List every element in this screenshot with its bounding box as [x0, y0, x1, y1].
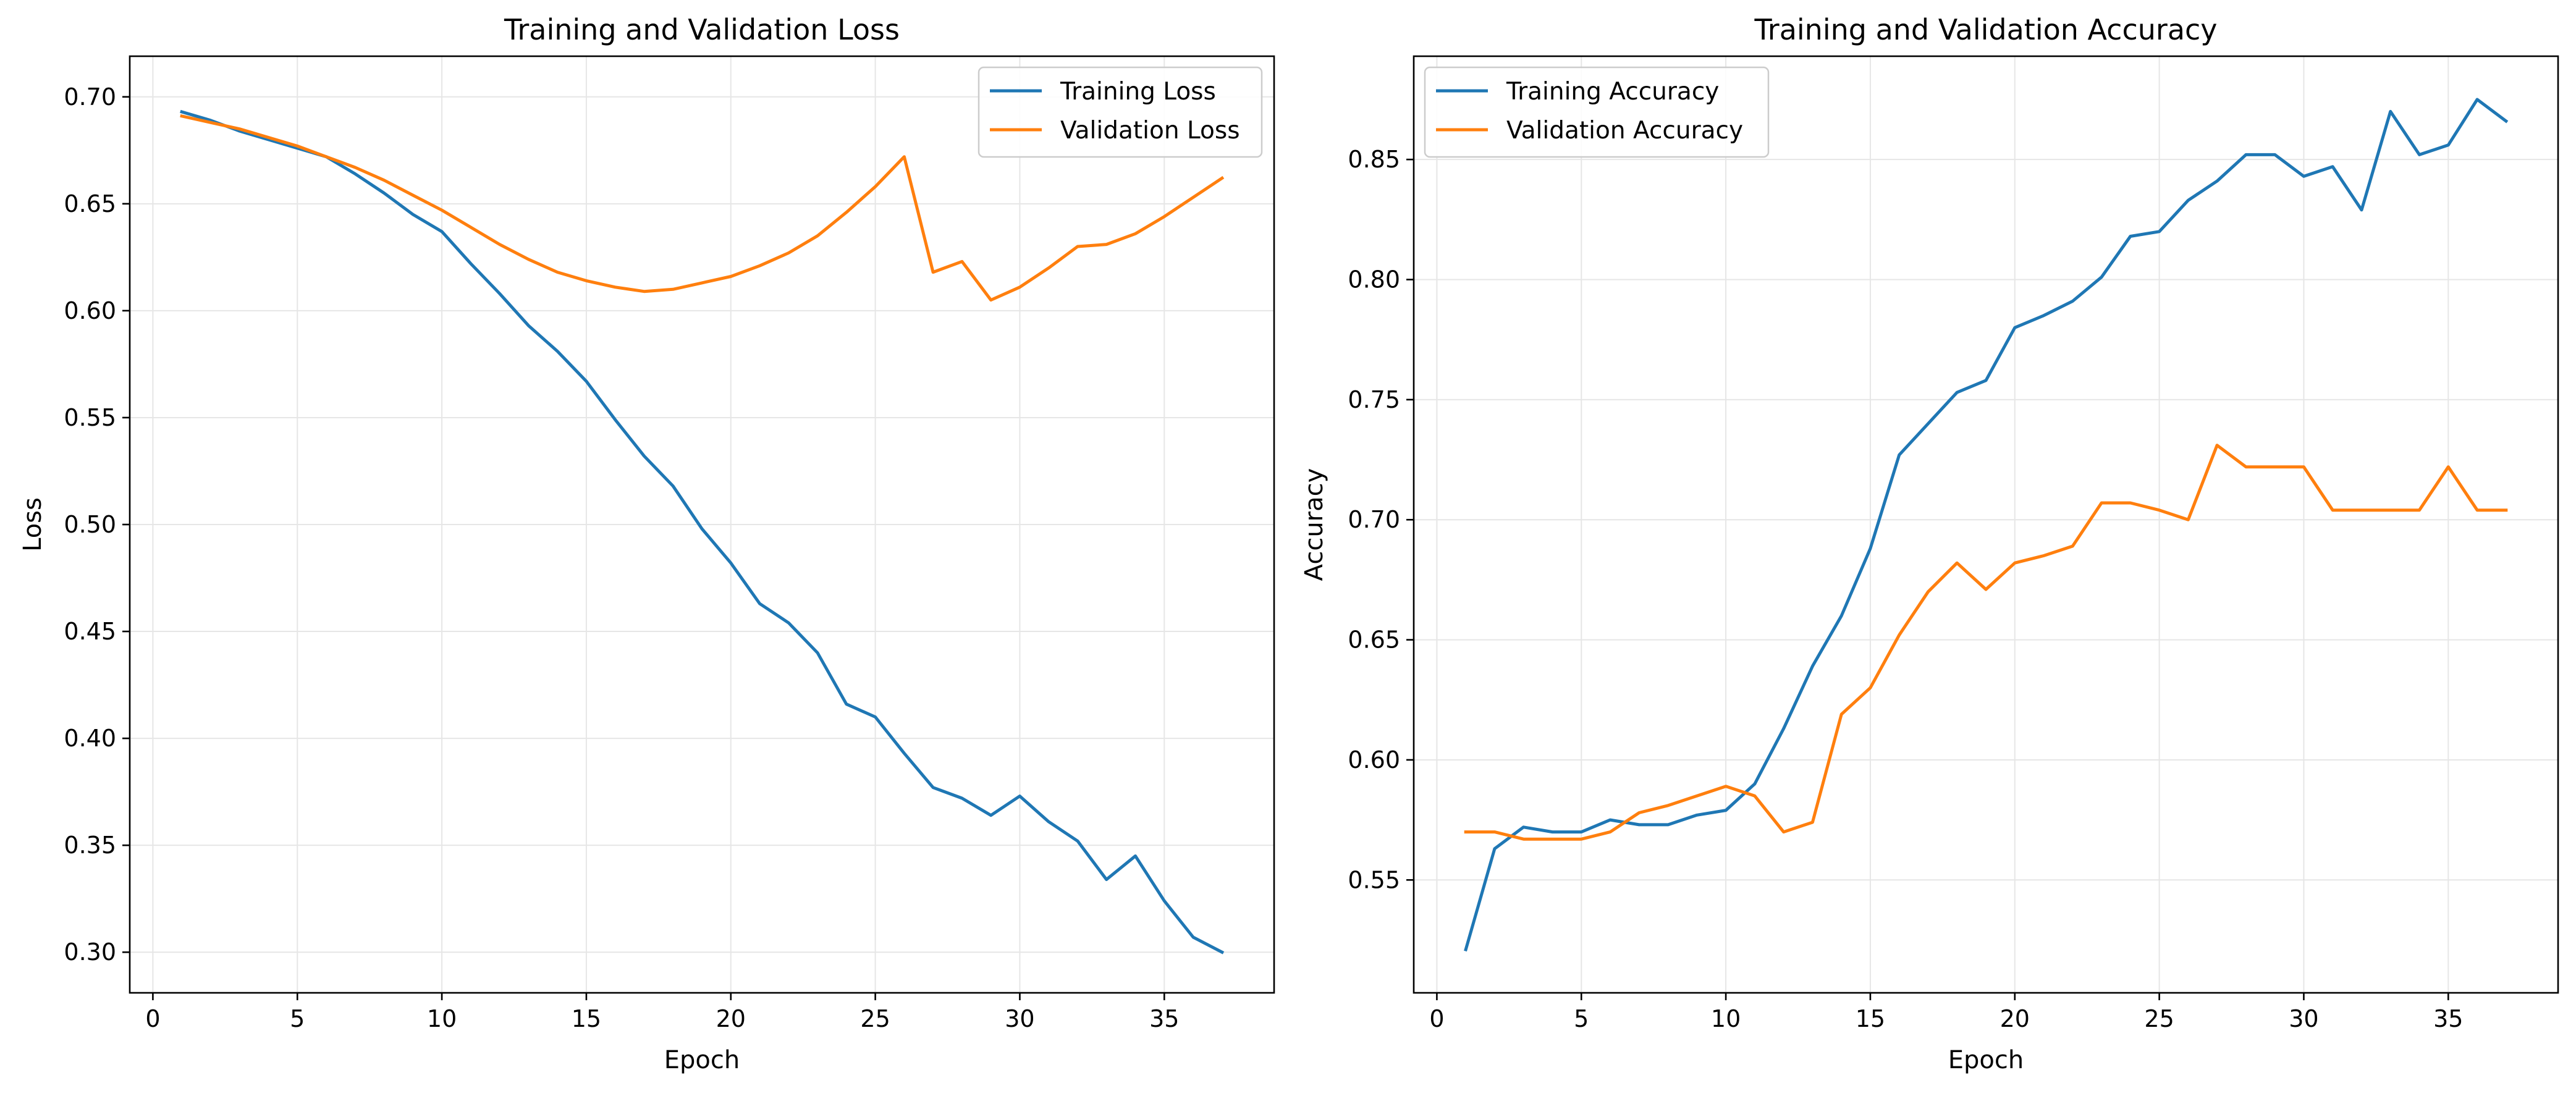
accuracy-legend-label-validation: Validation Accuracy [1506, 117, 1743, 145]
accuracy-y-tick-label: 0.75 [1348, 386, 1400, 413]
loss-x-tick-label: 5 [290, 1005, 305, 1032]
loss-series-line-training [180, 109, 1225, 955]
loss-x-tick-label: 35 [1149, 1005, 1179, 1032]
loss-x-tick-label: 25 [860, 1005, 890, 1032]
loss-legend-label-validation: Validation Loss [1060, 117, 1240, 145]
loss-y-tick-label: 0.70 [64, 83, 116, 111]
loss-series-line-validation [180, 114, 1225, 302]
accuracy-x-tick-label: 10 [1711, 1005, 1741, 1032]
loss-y-tick-label: 0.60 [64, 297, 116, 324]
accuracy-plot-frame [1413, 55, 2559, 994]
accuracy-series-line-validation [1464, 444, 2508, 841]
accuracy-x-tick-label: 35 [2433, 1005, 2463, 1032]
accuracy-axis-ticks: 0 5 10 15 20 25 30 35 0.55 0.60 0.65 0.70 0.75 0.80 0.… [1348, 146, 2463, 1032]
accuracy-x-tick-label: 15 [1856, 1005, 1885, 1032]
accuracy-subplot: 0 5 10 15 20 25 30 35 0.55 0.60 0.65 0.70 0.75 0.80 0.… [1300, 13, 2559, 1074]
loss-legend-box [978, 66, 1263, 158]
loss-chart-title: Training and Validation Loss [504, 13, 900, 46]
accuracy-series-lines [1464, 98, 2509, 952]
accuracy-y-tick-label: 0.85 [1348, 146, 1400, 173]
loss-x-tick-label: 30 [1005, 1005, 1034, 1032]
loss-y-tick-label: 0.30 [64, 938, 116, 966]
loss-y-tick-label: 0.45 [64, 618, 116, 645]
accuracy-x-tick-label: 25 [2144, 1005, 2174, 1032]
loss-y-tick-label: 0.35 [64, 832, 116, 859]
accuracy-x-tick-label: 30 [2289, 1005, 2318, 1032]
accuracy-legend: Training Accuracy Validation Accuracy [1424, 66, 1770, 158]
loss-subplot: 0 5 10 15 20 25 30 35 0.30 0.35 0.40 0.45 0.50 0.55 0.… [19, 13, 1275, 1074]
loss-x-tick-label: 15 [572, 1005, 601, 1032]
loss-x-tick-label: 20 [716, 1005, 746, 1032]
loss-y-tick-label: 0.50 [64, 511, 116, 538]
accuracy-x-tick-label: 5 [1574, 1005, 1589, 1032]
accuracy-x-axis-label: Epoch [1948, 1046, 2024, 1074]
loss-y-tick-label: 0.65 [64, 190, 116, 217]
accuracy-x-tick-label: 0 [1429, 1005, 1444, 1032]
loss-series-lines [180, 109, 1225, 955]
loss-y-tick-label: 0.55 [64, 404, 116, 431]
accuracy-legend-box [1424, 66, 1770, 158]
accuracy-y-tick-label: 0.80 [1348, 266, 1400, 293]
accuracy-y-tick-label: 0.65 [1348, 626, 1400, 654]
loss-axis-ticks: 0 5 10 15 20 25 30 35 0.30 0.35 0.40 0.45 0.50 0.55 0.… [64, 83, 1179, 1032]
loss-y-tick-label: 0.40 [64, 725, 116, 752]
accuracy-series-line-training [1464, 98, 2509, 952]
accuracy-x-tick-label: 20 [2000, 1005, 2030, 1032]
accuracy-y-tick-label: 0.60 [1348, 746, 1400, 774]
loss-legend-label-training: Training Loss [1060, 78, 1216, 106]
loss-legend: Training Loss Validation Loss [978, 66, 1263, 158]
accuracy-y-tick-label: 0.70 [1348, 506, 1400, 533]
loss-x-tick-label: 10 [427, 1005, 457, 1032]
accuracy-y-axis-label: Accuracy [1300, 468, 1328, 581]
loss-y-axis-label: Loss [19, 497, 47, 552]
accuracy-y-tick-label: 0.55 [1348, 866, 1400, 893]
loss-grid [130, 56, 1274, 993]
loss-x-axis-label: Epoch [664, 1046, 740, 1074]
loss-x-tick-label: 0 [145, 1005, 160, 1032]
accuracy-legend-label-training: Training Accuracy [1506, 78, 1719, 106]
accuracy-grid [1414, 56, 2558, 993]
accuracy-chart-title: Training and Validation Accuracy [1754, 13, 2217, 46]
